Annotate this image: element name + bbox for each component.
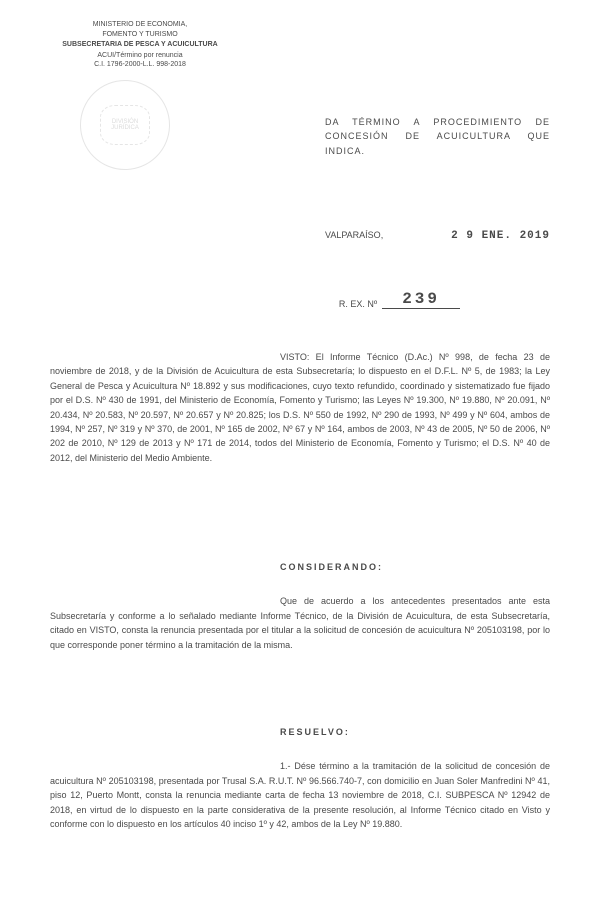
considerando-heading: CONSIDERANDO: [280, 560, 550, 574]
ministry-header: MINISTERIO DE ECONOMIA, FOMENTO Y TURISM… [50, 20, 230, 49]
visto-text: VISTO: El Informe Técnico (D.Ac.) Nº 998… [50, 350, 550, 465]
official-stamp: DIVISIÓN JURÍDICA [80, 80, 170, 170]
subsecretaria: SUBSECRETARIA DE PESCA Y ACUICULTURA [50, 40, 230, 50]
ministry-line1: MINISTERIO DE ECONOMIA, [50, 20, 230, 30]
location-date-block: VALPARAÍSO, 2 9 ENE. 2019 [325, 230, 550, 242]
reference-block: ACUI/Término por renuncia C.I. 1796-2000… [50, 51, 230, 69]
resuelvo-text: 1.- Dése término a la tramitación de la … [50, 759, 550, 831]
resolution-number-block: R. EX. Nº 239 [339, 290, 460, 309]
rex-number: 239 [382, 290, 460, 309]
stamp-text: DIVISIÓN JURÍDICA [100, 105, 150, 145]
document-title: DA TÉRMINO A PROCEDIMIENTO DE CONCESIÓN … [325, 115, 550, 158]
considerando-section: CONSIDERANDO: Que de acuerdo a los antec… [50, 535, 550, 652]
date-stamp: 2 9 ENE. 2019 [451, 230, 550, 242]
visto-section: VISTO: El Informe Técnico (D.Ac.) Nº 998… [50, 350, 550, 465]
resuelvo-section: RESUELVO: 1.- Dése término a la tramitac… [50, 700, 550, 831]
ref-line2: C.I. 1796-2000-L.L. 998-2018 [50, 60, 230, 69]
ref-line1: ACUI/Término por renuncia [50, 51, 230, 60]
resuelvo-heading: RESUELVO: [280, 725, 550, 739]
ministry-line2: FOMENTO Y TURISMO [50, 30, 230, 40]
considerando-text: Que de acuerdo a los antecedentes presen… [50, 594, 550, 652]
location: VALPARAÍSO, [325, 230, 383, 242]
rex-label: R. EX. Nº [339, 299, 377, 309]
